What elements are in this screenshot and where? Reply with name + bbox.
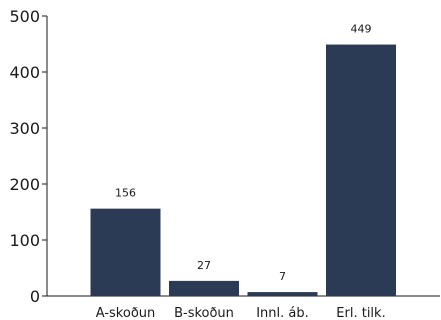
y-tick-label: 300: [9, 119, 40, 138]
x-category-label: Erl. tilk.: [336, 306, 385, 320]
x-category-label: Innl. áb.: [256, 306, 309, 320]
y-tick-label: 500: [9, 7, 40, 26]
labels-group: 156 A-skoðun 27 B-skoðun 7 Innl. áb. 449 Erl. t…: [96, 23, 386, 320]
bar-value-label: 27: [197, 259, 211, 272]
bar: [90, 208, 161, 296]
bars-group: [90, 44, 396, 297]
y-tick-label: 0: [30, 287, 40, 306]
y-tick-label: 200: [9, 175, 40, 194]
bar: [326, 44, 396, 297]
bar-value-label: 156: [115, 187, 136, 200]
bar: [169, 280, 239, 296]
x-category-label: A-skoðun: [96, 306, 156, 320]
y-axis: 0 100 200 300 400 500: [9, 7, 48, 306]
bar-value-label: 7: [279, 270, 286, 283]
y-tick-label: 400: [9, 63, 40, 82]
bar-value-label: 449: [351, 23, 372, 36]
bar: [247, 292, 318, 296]
y-tick-label: 100: [9, 231, 40, 250]
x-category-label: B-skoðun: [174, 306, 234, 320]
